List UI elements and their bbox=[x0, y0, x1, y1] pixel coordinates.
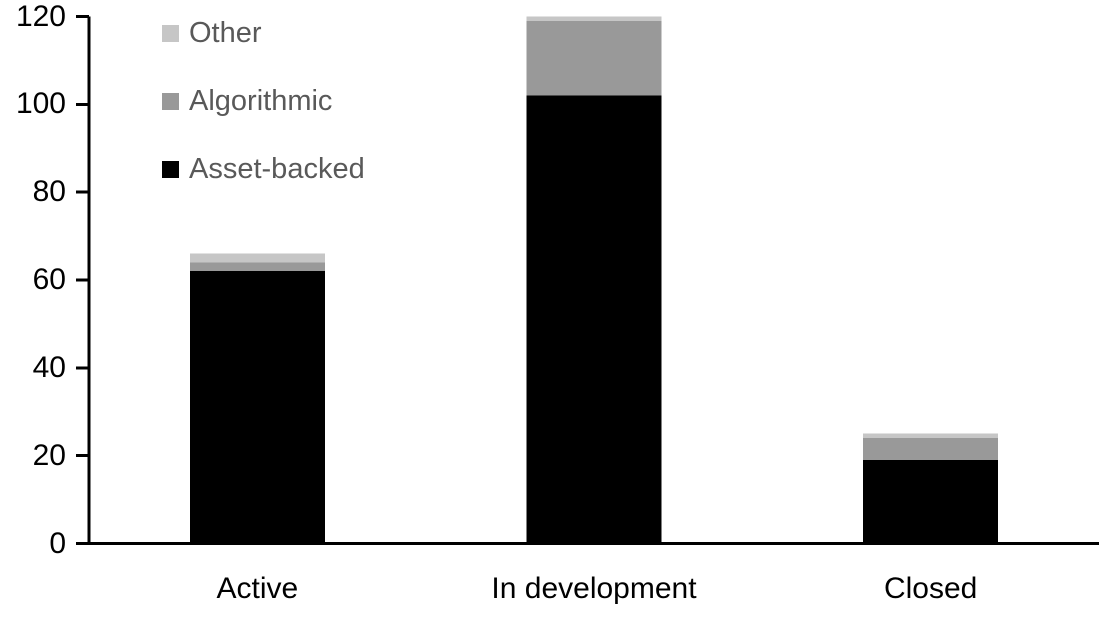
bar-segment-other bbox=[189, 253, 325, 263]
bar-segment-other bbox=[863, 433, 999, 439]
legend-label: Asset-backed bbox=[189, 152, 365, 185]
y-tick-label: 100 bbox=[15, 87, 66, 121]
y-tick-label: 0 bbox=[49, 526, 66, 560]
legend-label: Other bbox=[189, 16, 262, 49]
y-tick-label: 80 bbox=[32, 175, 66, 209]
y-tick-label: 60 bbox=[32, 263, 66, 296]
bar-segment-asset-backed bbox=[189, 271, 325, 544]
bar-segment-algorithmic bbox=[189, 262, 325, 272]
asset-backed-swatch-icon bbox=[162, 160, 179, 178]
legend: Other Algorithmic Asset-backed bbox=[162, 17, 365, 221]
bar-segment-asset-backed bbox=[526, 95, 662, 544]
y-tick-label: 120 bbox=[15, 0, 66, 33]
bar-segment-asset-backed bbox=[863, 460, 999, 544]
other-swatch-icon bbox=[162, 24, 179, 42]
legend-item-asset-backed: Asset-backed bbox=[162, 153, 365, 185]
category-label: Closed bbox=[883, 572, 978, 605]
bar-segment-other bbox=[526, 16, 662, 21]
legend-item-other: Other bbox=[162, 17, 365, 49]
y-tick-label: 20 bbox=[32, 438, 66, 472]
category-label: Active bbox=[216, 572, 299, 605]
bar-segment-algorithmic bbox=[863, 438, 999, 461]
legend-label: Algorithmic bbox=[189, 84, 333, 117]
legend-item-algorithmic: Algorithmic bbox=[162, 85, 365, 117]
category-label: In development bbox=[491, 572, 697, 605]
bar-segment-algorithmic bbox=[526, 20, 662, 96]
y-tick-label: 40 bbox=[32, 350, 66, 384]
algorithmic-swatch-icon bbox=[162, 92, 179, 110]
